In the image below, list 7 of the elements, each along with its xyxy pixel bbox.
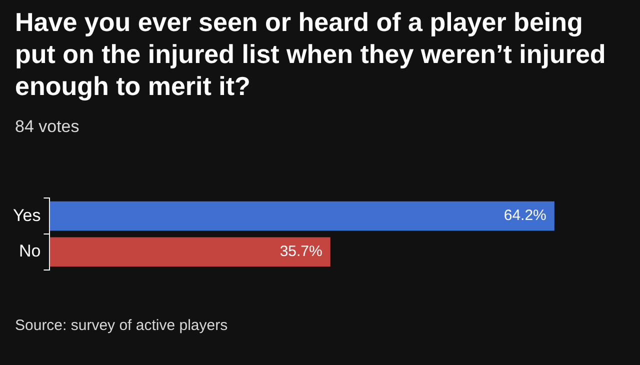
y-tick-label: Yes xyxy=(13,206,41,225)
chart-subtitle: 84 votes xyxy=(15,117,80,137)
source-note: Source: survey of active players xyxy=(15,317,228,334)
chart-title: Have you ever seen or heard of a player being put on the injured list when they weren’t injured enough to merit it? xyxy=(15,6,607,102)
y-tick-label: No xyxy=(19,242,41,261)
data-label: 35.7% xyxy=(280,243,322,260)
data-label: 64.2% xyxy=(504,207,546,224)
